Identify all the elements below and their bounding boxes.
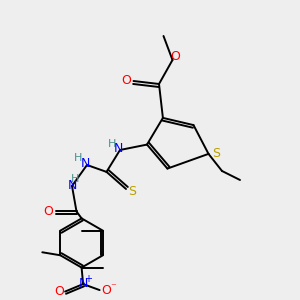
Text: H: H	[107, 139, 116, 149]
Text: O: O	[121, 74, 131, 88]
Text: O: O	[171, 50, 180, 64]
Text: N: N	[114, 142, 123, 155]
Text: +: +	[85, 274, 92, 284]
Text: N: N	[81, 157, 90, 170]
Text: O: O	[101, 284, 111, 297]
Text: H: H	[71, 174, 79, 184]
Text: N: N	[79, 277, 88, 290]
Text: S: S	[128, 185, 136, 199]
Text: O: O	[43, 205, 53, 218]
Text: ⁻: ⁻	[110, 282, 116, 292]
Text: N: N	[68, 178, 78, 192]
Text: S: S	[212, 147, 220, 161]
Text: O: O	[54, 285, 64, 298]
Text: H: H	[74, 153, 82, 164]
